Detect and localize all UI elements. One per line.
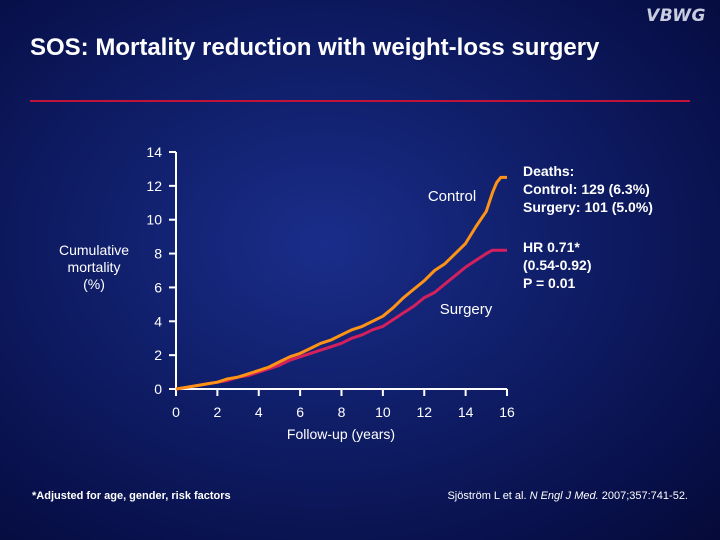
- y-tick-label: 12: [146, 178, 162, 194]
- vbwg-logo: VBWG: [646, 6, 706, 26]
- y-tick-label: 2: [154, 347, 162, 363]
- hazard-ratio-box: HR 0.71* (0.54-0.92) P = 0.01: [523, 238, 591, 292]
- y-tick-label: 10: [146, 212, 162, 228]
- citation-authors: Sjöström L et al.: [447, 490, 530, 502]
- deaths-heading: Deaths:: [523, 163, 575, 179]
- control-label: Control: [428, 188, 476, 205]
- x-tick-label: 2: [213, 404, 221, 420]
- surgery-label: Surgery: [440, 301, 493, 318]
- confidence-interval: (0.54-0.92): [523, 257, 592, 273]
- x-tick-label: 8: [338, 404, 346, 420]
- y-axis-label: Cumulative mortality (%): [58, 242, 130, 292]
- y-tick-label: 6: [154, 279, 162, 295]
- x-tick-label: 12: [416, 404, 432, 420]
- title-divider: [30, 100, 690, 102]
- slide-title: SOS: Mortality reduction with weight-los…: [30, 34, 600, 61]
- hazard-ratio: HR 0.71*: [523, 239, 580, 255]
- x-tick-label: 10: [375, 404, 391, 420]
- footnote: *Adjusted for age, gender, risk factors: [32, 490, 231, 502]
- p-value: P = 0.01: [523, 275, 576, 291]
- x-tick-label: 4: [255, 404, 263, 420]
- x-tick-label: 0: [172, 404, 180, 420]
- x-axis-label: Follow-up (years): [286, 426, 396, 442]
- x-tick-label: 14: [458, 404, 474, 420]
- deaths-control: Control: 129 (6.3%): [523, 181, 650, 197]
- citation-details: 2007;357:741-52.: [598, 490, 688, 502]
- x-tick-label: 16: [499, 404, 515, 420]
- y-tick-label: 8: [154, 246, 162, 262]
- citation: Sjöström L et al. N Engl J Med. 2007;357…: [447, 490, 688, 502]
- y-tick-label: 14: [146, 144, 162, 160]
- deaths-surgery: Surgery: 101 (5.0%): [523, 199, 653, 215]
- series-line-surgery: [175, 248, 507, 391]
- citation-journal: N Engl J Med.: [529, 490, 599, 502]
- y-tick-label: 0: [154, 381, 162, 397]
- series-line-control: [175, 175, 507, 391]
- y-tick-label: 4: [154, 313, 162, 329]
- x-tick-label: 6: [296, 404, 304, 420]
- deaths-box: Deaths: Control: 129 (6.3%) Surgery: 101…: [523, 162, 653, 216]
